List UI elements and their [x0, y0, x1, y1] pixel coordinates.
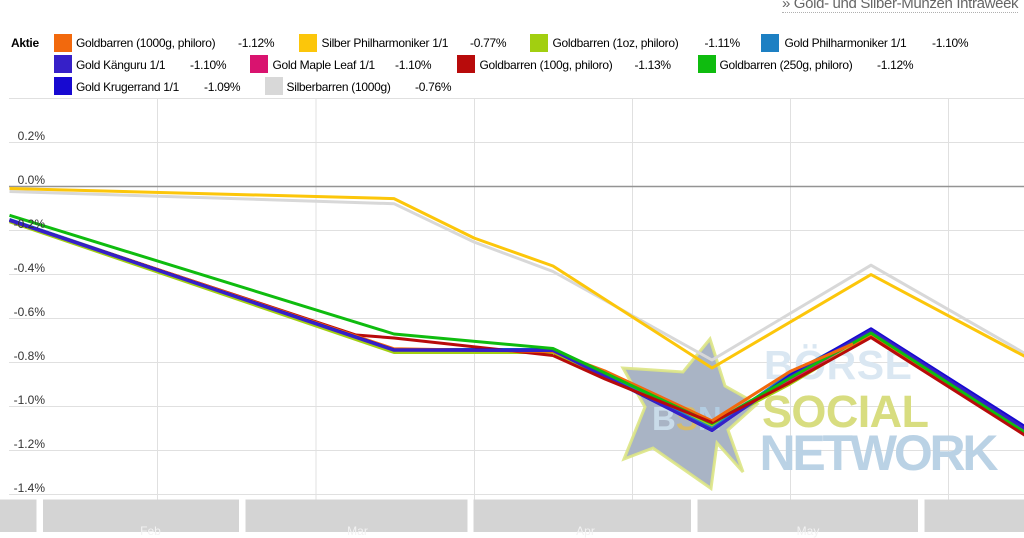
svg-text:NETWORK: NETWORK [760, 425, 999, 481]
